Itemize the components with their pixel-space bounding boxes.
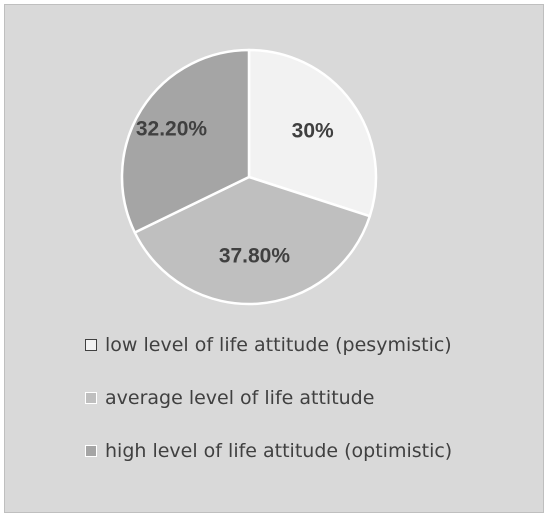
legend-item-low: low level of life attitude (pesymistic) bbox=[85, 331, 525, 359]
legend-swatch-average bbox=[85, 392, 97, 404]
slice-label-high: 32.20% bbox=[136, 117, 208, 140]
pie-slice-high bbox=[120, 48, 251, 234]
legend-item-high: high level of life attitude (optimistic) bbox=[85, 437, 525, 465]
legend-swatch-low bbox=[85, 339, 97, 351]
slice-label-average: 37.80% bbox=[219, 245, 291, 268]
chart-area: 30% 37.80% 32.20% low level of life attitu… bbox=[4, 4, 544, 513]
legend-label-average: average level of life attitude bbox=[105, 387, 375, 409]
legend-label-high: high level of life attitude (optimistic) bbox=[105, 440, 453, 462]
pie-slice-average bbox=[133, 175, 372, 306]
legend-item-average: average level of life attitude bbox=[85, 384, 525, 412]
pie-slice-low bbox=[247, 48, 378, 218]
legend-label-low: low level of life attitude (pesymistic) bbox=[105, 334, 452, 356]
pie-chart: 30% 37.80% 32.20% bbox=[120, 48, 378, 306]
legend: low level of life attitude (pesymistic) … bbox=[85, 331, 525, 490]
slice-label-low: 30% bbox=[292, 120, 334, 143]
legend-swatch-high bbox=[85, 445, 97, 457]
